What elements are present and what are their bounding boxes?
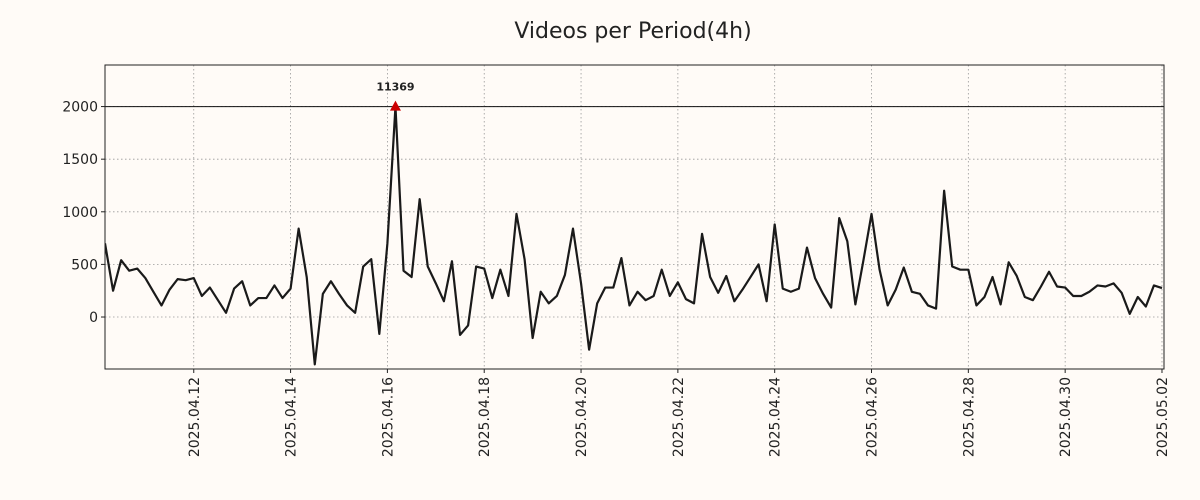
x-tick-label: 2025.04.18 (477, 377, 493, 457)
x-tick-label: 2025.04.22 (671, 377, 687, 457)
y-tick-label: 500 (71, 257, 98, 273)
x-tick-label: 2025.04.28 (961, 377, 977, 457)
y-tick-label: 1500 (62, 152, 98, 168)
y-tick-label: 1000 (62, 205, 98, 221)
plot-frame (104, 64, 1165, 370)
y-tick-label: 2000 (62, 100, 98, 116)
x-tick-label: 2025.04.24 (768, 377, 784, 457)
x-tick-label: 2025.04.16 (380, 377, 396, 457)
x-tick-label: 2025.04.30 (1058, 377, 1074, 457)
peak-marker (389, 100, 401, 111)
x-tick-label: 2025.04.14 (284, 377, 300, 457)
y-tick-label: 0 (89, 310, 98, 326)
annotation-label: 11369 (376, 81, 414, 94)
data-line (105, 105, 1163, 366)
x-tick-label: 2025.04.26 (865, 377, 881, 457)
x-tick-label: 2025.05.02 (1155, 377, 1171, 457)
x-tick-label: 2025.04.12 (187, 377, 203, 457)
chart-title: Videos per Period(4h) (514, 19, 751, 44)
x-tick-label: 2025.04.20 (574, 377, 590, 457)
